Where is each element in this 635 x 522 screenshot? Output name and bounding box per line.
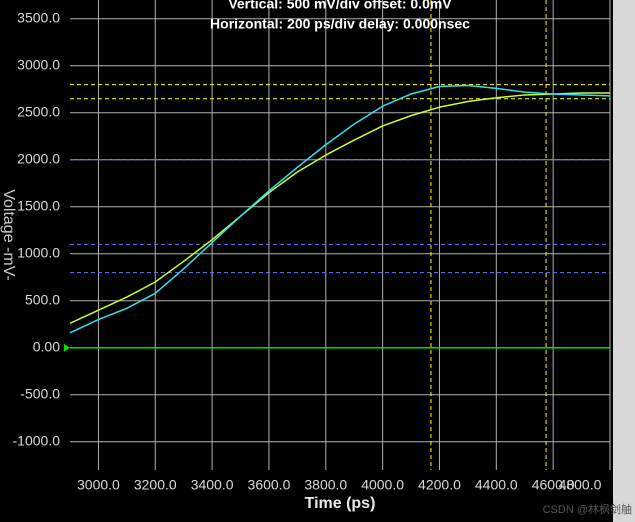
x-tick-label: 3200.0 <box>134 477 177 493</box>
y-axis-label: Voltage -mV- <box>0 189 17 281</box>
y-tick-label: 2500.0 <box>17 104 60 120</box>
y-tick-label: 500.0 <box>25 292 60 308</box>
chart-title: Vertical: 500 mV/div offset: 0.0mV <box>228 0 452 12</box>
y-tick-label: -1000.0 <box>13 433 61 449</box>
x-tick-label: 4600.0 <box>532 477 575 493</box>
x-axis-label: Time (ps) <box>305 495 376 512</box>
x-tick-label: 3800.0 <box>304 477 347 493</box>
x-tick-label: 3600.0 <box>248 477 291 493</box>
y-tick-label: 3000.0 <box>17 57 60 73</box>
x-tick-label: 4400.0 <box>475 477 518 493</box>
y-tick-label: 0.00 <box>33 339 60 355</box>
plot <box>64 0 611 470</box>
chart-subtitle: Horizontal: 200 ps/div delay: 0.000nsec <box>210 16 470 32</box>
origin-marker <box>64 343 70 352</box>
series-line <box>69 84 611 334</box>
y-tick-label: -500.0 <box>20 386 60 402</box>
series-line <box>69 92 610 325</box>
y-tick-label: 2000.0 <box>17 151 60 167</box>
x-tick-label: 3000.0 <box>77 477 120 493</box>
x-tick-label: 4000.0 <box>361 477 404 493</box>
window-edge <box>613 0 635 522</box>
x-tick-label: 3400.0 <box>191 477 234 493</box>
y-tick-label: 1500.0 <box>17 198 60 214</box>
x-tick-label: 4200.0 <box>418 477 461 493</box>
x-tick-label: 4800.0 <box>559 477 602 493</box>
y-tick-label: 1000.0 <box>17 245 60 261</box>
watermark: CSDN @林枫剑舳 <box>543 502 632 516</box>
y-tick-label: 3500.0 <box>17 10 60 26</box>
